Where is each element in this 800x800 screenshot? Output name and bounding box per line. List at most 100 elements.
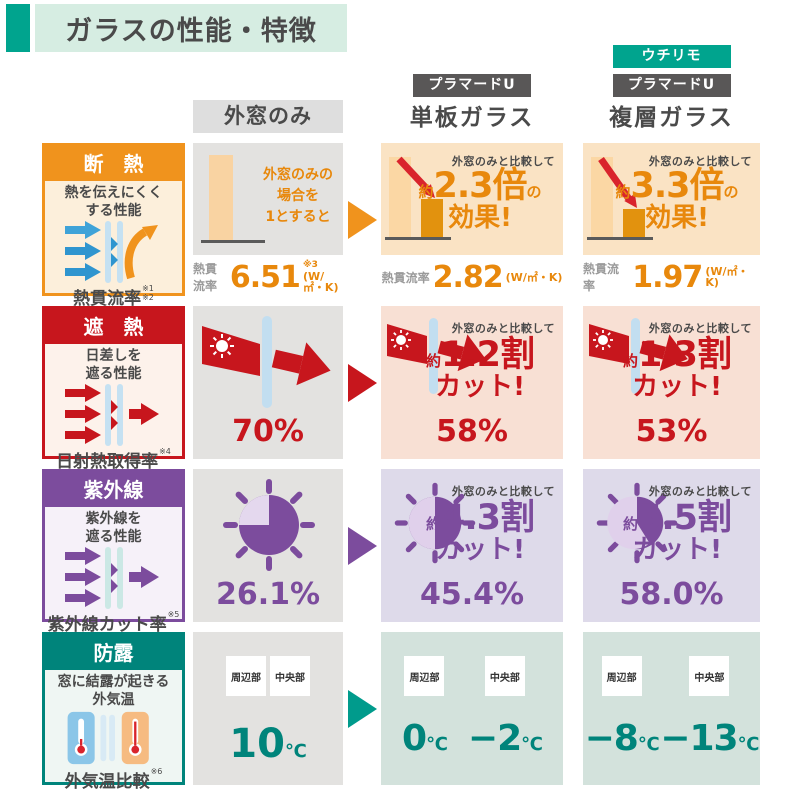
column-header-double: ウチリモ プラマードU 複層ガラス [583,45,760,133]
sun-arrow-through-glass-icon [202,316,331,408]
column-name-single: 単板ガラス [409,105,535,131]
chip-perimeter: 周辺部 [601,656,642,696]
condensation-desc: 窓に結露が起きる 外気温 [57,674,170,708]
shading-single-value: 58% [436,414,508,449]
sun-pie-icon [394,482,476,564]
uv-double-value: 58.0% [619,577,724,612]
shading-double-highlight: 約1.3割 カット! [622,335,732,402]
shading-baseline-cell: 70% [193,306,343,459]
condensation-single-perimeter-value: 0℃ [402,718,448,759]
right-arrow-icon [347,689,377,728]
insulation-row-title: 断 熱 [45,146,182,181]
right-arrow-icon [347,200,377,239]
uv-single-cell: 外窓のみと比較して 約4.3割 カット! 45.4% [381,469,563,622]
shading-row-title: 遮 熱 [45,309,182,344]
title-accent-square [6,4,30,52]
shading-single-highlight: 約1.2割 カット! [425,335,535,402]
condensation-label-card: 防露 窓に結露が起きる 外気温 [42,632,185,792]
right-arrow-icon [347,526,377,565]
uv-baseline-cell: 26.1% [193,469,343,622]
baseline-bar [209,155,233,241]
row-condensation: 防露 窓に結露が起きる 外気温 [42,632,760,792]
insulation-single-highlight: 約2.3倍の 効果! [418,166,542,233]
condensation-baseline-cell: 周辺部 中央部 10℃ [193,632,343,785]
condensation-metric-label: 外気温比較 ※6 [64,767,163,792]
condensation-row-title: 防露 [45,635,182,670]
chip-center: 中央部 [689,656,730,696]
chip-center: 中央部 [484,656,525,696]
shading-double-cell: 外窓のみと比較して 約1.3割 カット! 53% [583,306,760,459]
insulation-single-chart: 外窓のみと比較して 約2.3倍の 効果! [381,143,563,255]
condensation-single-cell: 周辺部 0℃ 中央部 −2℃ [381,632,563,785]
insulation-metric-label: 熱貫流率 ※1 ※2 [73,284,154,309]
condensation-double-center-value: −13℃ [660,718,759,759]
page-title: ガラスの性能・特徴 [35,4,347,52]
insulation-single-cell: 外窓のみと比較して 約2.3倍の 効果! 熱貫流率 2.82 (W/㎡・K) [381,143,563,296]
row-shading: 遮 熱 日差しを 遮る性能 日射熱取得率 [42,306,760,472]
chip-perimeter: 周辺部 [404,656,445,696]
column-header-baseline: 外窓のみ [193,100,343,133]
page-title-bar: ガラスの性能・特徴 [6,4,347,52]
row-arrow-condensation [343,632,381,785]
chip-center: 中央部 [270,656,310,696]
shading-baseline-value: 70% [232,414,304,449]
column-name-double: 複層ガラス [609,105,734,131]
row-insulation: 断 熱 熱を伝えにくく する性能 [42,143,760,309]
sun-pie-icon [596,482,678,564]
plamado-u-badge-double: プラマードU [612,74,731,97]
plamado-u-badge-single: プラマードU [413,74,531,97]
uv-double-cell: 外窓のみと比較して 約5.5割 カット! 58.0% [583,469,760,622]
compare-note: 外窓のみと比較して [451,485,555,498]
insulation-arrows-icon [45,220,182,284]
compare-note: 外窓のみと比較して [451,322,555,335]
uv-desc: 紫外線を 遮る性能 [85,511,142,545]
uv-row-title: 紫外線 [45,472,182,507]
uv-single-value: 45.4% [419,577,525,612]
insulation-double-chart: 外窓のみと比較して 約3.3倍の 効果! [583,143,760,255]
compare-note: 外窓のみと比較して [648,485,752,498]
uv-metric-label: 紫外線カット率 ※5 [47,610,180,635]
compare-note: 外窓のみと比較して [648,155,752,168]
condensation-single-center-value: −2℃ [467,718,543,759]
insulation-baseline-value: 熱貫流率 6.51 ※3 (W/㎡・K) [193,259,339,295]
uv-label-card: 紫外線 紫外線を 遮る性能 紫外線カット率 [42,469,185,635]
insulation-label-card: 断 熱 熱を伝えにくく する性能 [42,143,185,309]
condensation-double-cell: 周辺部 −8℃ 中央部 −13℃ [583,632,760,785]
insulation-double-value: 熱貫流率 1.97 (W/㎡・K) [583,259,749,295]
condensation-baseline-value: 10℃ [229,721,307,767]
row-arrow-uv [343,469,381,622]
bar-decrease-icon [587,156,653,240]
insulation-baseline-chart: 外窓のみの 場合を 1とすると [193,143,343,255]
sun-arrow-through-glass-icon [387,318,486,394]
shading-arrows-icon [45,383,182,447]
sun-pie-icon [223,479,315,571]
row-uv: 紫外線 紫外線を 遮る性能 紫外線カット率 [42,469,760,635]
insulation-double-highlight: 約3.3倍の 効果! [615,166,739,233]
compare-note: 外窓のみと比較して [451,155,555,168]
uv-double-highlight: 約5.5割 カット! [622,498,732,565]
sun-arrow-through-glass-icon [589,318,688,394]
shading-single-cell: 外窓のみと比較して 約1.2割 カット! 58% [381,306,563,459]
insulation-desc: 熱を伝えにくく する性能 [64,185,163,219]
column-headers: 外窓のみ プラマードU 単板ガラス ウチリモ プラマードU 複層ガラス [42,40,760,133]
row-arrow-shading [343,306,381,459]
insulation-baseline-cell: 外窓のみの 場合を 1とすると 熱貫流率 6.51 ※3 (W/㎡・K) [193,143,343,296]
chip-perimeter: 周辺部 [226,656,266,696]
insulation-single-value: 熱貫流率 2.82 (W/㎡・K) [381,259,563,295]
bar-decrease-icon [385,156,451,240]
insulation-double-cell: 外窓のみと比較して 約3.3倍の 効果! 熱貫流率 1.97 (W/㎡・K) [583,143,760,296]
baseline-note: 外窓のみの 場合を 1とすると [263,167,333,225]
compare-note: 外窓のみと比較して [648,322,752,335]
uv-baseline-value: 26.1% [215,577,321,612]
shading-metric-label: 日射熱取得率 ※4 [56,447,171,472]
uchirimo-badge: ウチリモ [612,45,731,68]
column-header-single: プラマードU 単板ガラス [381,74,563,133]
row-arrow-insulation [343,143,381,296]
right-arrow-icon [347,363,377,402]
uv-single-highlight: 約4.3割 カット! [425,498,535,565]
condensation-double-perimeter-value: −8℃ [584,718,660,759]
thermometers-icon [45,709,182,767]
shading-double-value: 53% [635,414,708,449]
shading-desc: 日差しを 遮る性能 [85,348,142,382]
